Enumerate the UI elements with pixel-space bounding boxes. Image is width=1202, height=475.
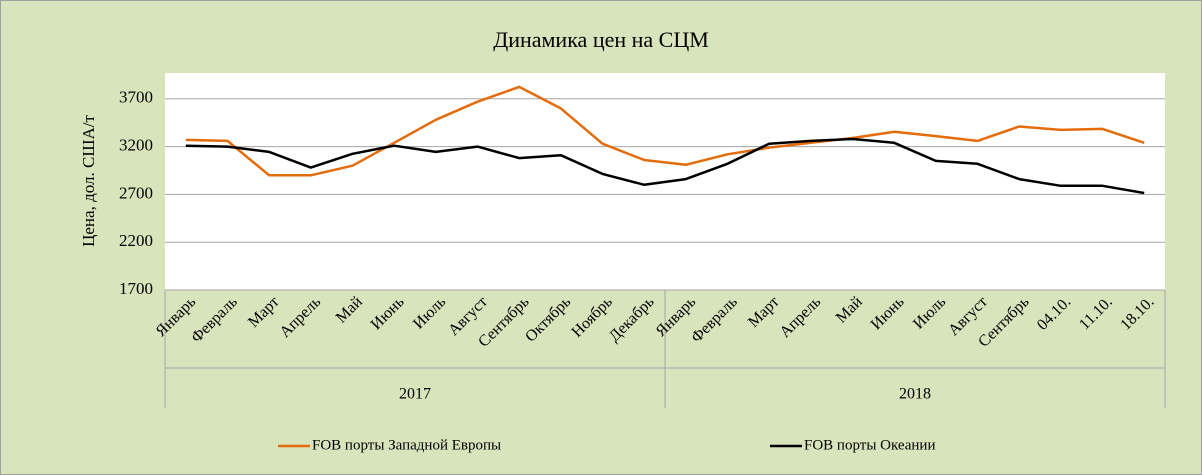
y-axis-label: Цена, дол. США/т [79,115,98,247]
chart-title: Динамика цен на СЦМ [493,27,709,52]
y-tick-label: 3200 [119,136,153,155]
legend-label: FOB порты Западной Европы [312,437,501,453]
y-tick-label: 1700 [119,279,153,298]
group-label: 2018 [899,386,931,403]
series-line [185,85,1145,177]
y-tick-label: 2200 [119,231,153,250]
series-line [185,137,1145,195]
group-label: 2017 [399,386,431,403]
y-tick-label: 2700 [119,183,153,202]
y-tick-label: 3700 [119,88,153,107]
legend-label: FOB порты Океании [804,437,935,453]
